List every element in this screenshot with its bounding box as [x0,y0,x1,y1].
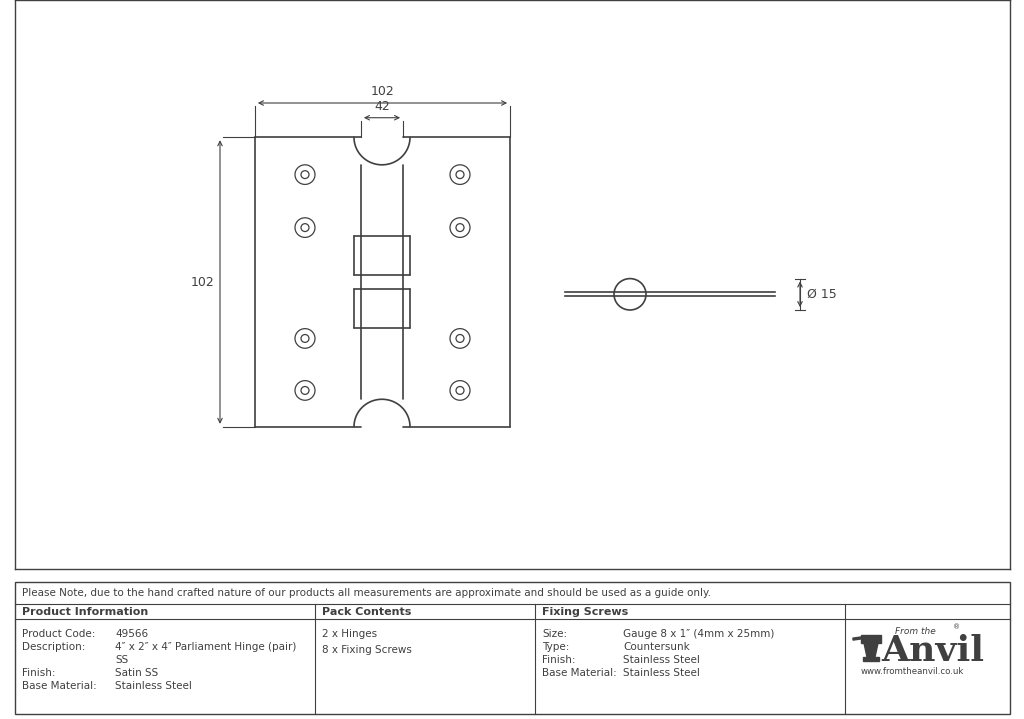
Text: ®: ® [953,624,961,630]
Text: 4″ x 2″ x 4″ Parliament Hinge (pair): 4″ x 2″ x 4″ Parliament Hinge (pair) [115,642,296,652]
Text: Type:: Type: [542,642,569,652]
Text: Satin SS: Satin SS [115,668,159,678]
Text: www.fromtheanvil.co.uk: www.fromtheanvil.co.uk [861,667,965,676]
Text: Countersunk: Countersunk [623,642,690,652]
Text: Anvil: Anvil [881,634,984,668]
Text: SS: SS [115,655,128,665]
Polygon shape [861,635,881,643]
Text: Stainless Steel: Stainless Steel [623,655,699,665]
Text: 49566: 49566 [115,629,148,639]
Text: Stainless Steel: Stainless Steel [115,681,191,691]
Text: Base Material:: Base Material: [542,668,616,678]
Polygon shape [864,643,878,657]
Text: Finish:: Finish: [22,668,55,678]
Text: Base Material:: Base Material: [22,681,96,691]
Text: Fixing Screws: Fixing Screws [542,607,629,617]
Text: Please Note, due to the hand crafted nature of our products all measurements are: Please Note, due to the hand crafted nat… [22,588,711,598]
Text: 102: 102 [371,85,394,98]
Text: 8 x Fixing Screws: 8 x Fixing Screws [322,645,412,655]
Polygon shape [853,636,867,640]
Text: Product Information: Product Information [22,607,148,617]
Text: Stainless Steel: Stainless Steel [623,668,699,678]
Text: Pack Contents: Pack Contents [322,607,412,617]
Text: Finish:: Finish: [542,655,575,665]
Text: Ø 15: Ø 15 [807,288,837,301]
Text: 2 x Hinges: 2 x Hinges [322,629,377,639]
Text: Size:: Size: [542,629,567,639]
Text: 102: 102 [190,275,214,288]
Text: Gauge 8 x 1″ (4mm x 25mm): Gauge 8 x 1″ (4mm x 25mm) [623,629,774,639]
Text: 42: 42 [374,100,390,113]
Text: From the: From the [895,627,936,636]
Polygon shape [863,657,879,661]
Text: Description:: Description: [22,642,85,652]
Text: Product Code:: Product Code: [22,629,95,639]
